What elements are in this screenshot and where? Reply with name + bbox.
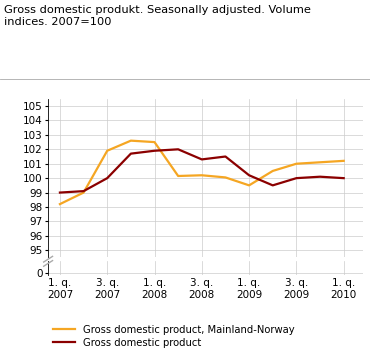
Gross domestic product	[270, 183, 275, 187]
Gross domestic product, Mainland-Norway	[176, 174, 181, 178]
Gross domestic product	[58, 191, 62, 195]
Gross domestic product	[247, 173, 251, 178]
Gross domestic product, Mainland-Norway	[294, 162, 299, 166]
Gross domestic product	[176, 147, 181, 151]
Gross domestic product, Mainland-Norway	[58, 202, 62, 206]
Gross domestic product	[223, 154, 228, 158]
Line: Gross domestic product: Gross domestic product	[60, 149, 344, 193]
Gross domestic product	[105, 176, 110, 180]
Gross domestic product, Mainland-Norway	[342, 159, 346, 163]
Gross domestic product	[152, 149, 157, 153]
Line: Gross domestic product, Mainland-Norway: Gross domestic product, Mainland-Norway	[60, 140, 344, 204]
Gross domestic product, Mainland-Norway	[129, 138, 133, 143]
Gross domestic product	[129, 151, 133, 156]
Text: Gross domestic produkt. Seasonally adjusted. Volume
indices. 2007=100: Gross domestic produkt. Seasonally adjus…	[4, 5, 310, 27]
Gross domestic product, Mainland-Norway	[105, 149, 110, 153]
Gross domestic product, Mainland-Norway	[270, 169, 275, 173]
Gross domestic product	[81, 189, 86, 193]
Gross domestic product, Mainland-Norway	[152, 140, 157, 144]
Gross domestic product	[199, 157, 204, 162]
Gross domestic product, Mainland-Norway	[223, 175, 228, 180]
Gross domestic product	[318, 175, 322, 179]
Gross domestic product, Mainland-Norway	[199, 173, 204, 178]
Gross domestic product, Mainland-Norway	[247, 183, 251, 187]
Legend: Gross domestic product, Mainland-Norway, Gross domestic product: Gross domestic product, Mainland-Norway,…	[53, 325, 295, 348]
Gross domestic product	[342, 176, 346, 180]
Gross domestic product	[294, 176, 299, 180]
Gross domestic product, Mainland-Norway	[81, 191, 86, 195]
